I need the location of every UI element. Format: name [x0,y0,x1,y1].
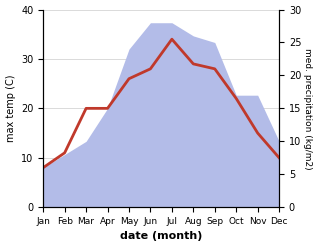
Y-axis label: max temp (C): max temp (C) [5,75,16,142]
X-axis label: date (month): date (month) [120,231,202,242]
Y-axis label: med. precipitation (kg/m2): med. precipitation (kg/m2) [303,48,313,169]
